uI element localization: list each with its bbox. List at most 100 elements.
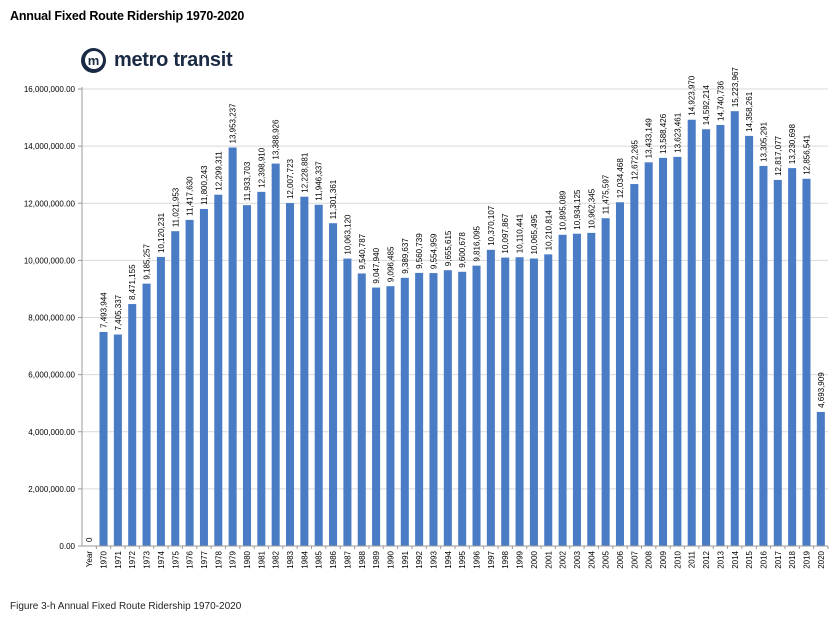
y-tick-label: 0.00 — [59, 542, 75, 551]
x-tick-label: 1974 — [157, 550, 166, 568]
x-tick-label: 1996 — [473, 550, 482, 568]
bar — [615, 202, 624, 546]
data-label: 11,021,953 — [171, 187, 180, 227]
x-tick-label: 1978 — [214, 550, 223, 568]
y-tick-label: 10,000,000.00 — [24, 256, 76, 265]
bar — [214, 194, 223, 546]
data-label: 13,305,291 — [759, 121, 768, 162]
y-tick-labels: 0.00 2,000,000.00 4,000,000.00 6,000,000.00… — [24, 85, 76, 551]
x-tick-label: 2015 — [745, 550, 754, 568]
x-tick-label: 2004 — [587, 550, 596, 568]
axes — [78, 87, 829, 549]
bar — [659, 157, 668, 546]
x-tick-label: 1981 — [257, 550, 266, 568]
data-label: 12,856,541 — [802, 134, 811, 175]
bar — [271, 163, 280, 546]
data-label: 11,475,597 — [602, 174, 611, 214]
y-tick-label: 14,000,000.00 — [24, 142, 76, 151]
data-label: 12,007,723 — [286, 158, 295, 199]
x-tick-label: 1998 — [501, 550, 510, 568]
data-label: 11,800,243 — [200, 165, 209, 205]
metro-transit-logo-icon: m — [81, 47, 106, 73]
bar — [400, 277, 409, 546]
data-label: 10,934,125 — [573, 189, 582, 230]
bar — [716, 124, 725, 547]
bar — [472, 265, 481, 546]
bar — [242, 205, 251, 546]
x-tick-label: 2007 — [630, 550, 639, 568]
data-label: 10,370,107 — [487, 205, 496, 246]
data-label: 13,623,461 — [673, 112, 682, 153]
bar — [687, 119, 696, 547]
bar — [429, 273, 438, 546]
x-tick-label: Year — [85, 551, 94, 568]
data-label: 14,740,736 — [716, 80, 725, 121]
x-tick-label: 2016 — [759, 550, 768, 568]
data-label: 12,228,881 — [300, 152, 309, 193]
data-label: 15,223,967 — [731, 67, 740, 108]
bar — [300, 196, 309, 546]
x-tick-label: 1999 — [516, 550, 525, 568]
data-label: 12,398,910 — [257, 147, 266, 188]
bar — [113, 334, 122, 546]
bar — [443, 270, 452, 546]
bar — [142, 283, 151, 546]
bar — [185, 219, 194, 546]
data-label: 11,301,361 — [329, 179, 338, 219]
x-tick-label: 1990 — [386, 550, 395, 568]
data-label: 12,817,077 — [774, 135, 783, 176]
x-tick-label: 1993 — [429, 550, 438, 568]
data-label: 0 — [85, 537, 94, 542]
data-label: 12,299,311 — [214, 151, 223, 191]
bar — [730, 111, 739, 547]
data-label: 10,210,814 — [544, 210, 553, 251]
data-label: 10,895,089 — [559, 190, 568, 231]
bar — [415, 272, 424, 546]
bar — [343, 258, 352, 546]
x-tick-label: 1997 — [487, 550, 496, 568]
data-label: 11,946,337 — [315, 161, 324, 201]
x-tick-label: 2012 — [702, 550, 711, 568]
bar — [788, 168, 797, 546]
data-label: 13,588,426 — [659, 113, 668, 154]
data-label: 12,034,468 — [616, 158, 625, 199]
x-tick-label: 1984 — [300, 550, 309, 568]
bar — [386, 286, 395, 546]
x-tick-label: 2005 — [602, 550, 611, 568]
bar — [544, 254, 553, 546]
logo-text: metro transit — [114, 48, 233, 71]
x-tick-label: 1973 — [143, 550, 152, 568]
x-tick-label: 1970 — [100, 550, 109, 568]
y-tick-label: 16,000,000.00 — [24, 85, 76, 94]
bar — [644, 162, 653, 547]
x-tick-label: 2017 — [774, 550, 783, 568]
data-label: 11,933,703 — [243, 161, 252, 201]
x-tick-label: 2010 — [673, 550, 682, 568]
bar — [529, 258, 538, 546]
x-tick-label: 1976 — [186, 550, 195, 568]
bar — [99, 331, 108, 546]
data-label: 13,388,926 — [272, 119, 281, 160]
x-tick-label: 2006 — [616, 550, 625, 568]
data-label: 10,065,495 — [530, 214, 539, 255]
data-label: 7,493,944 — [100, 292, 109, 328]
y-tick-label: 2,000,000.00 — [28, 485, 75, 494]
data-label: 7,405,337 — [114, 294, 123, 330]
bar — [773, 179, 782, 546]
grid-lines — [82, 88, 828, 490]
bar — [458, 271, 467, 546]
y-tick-label: 6,000,000.00 — [28, 371, 75, 380]
ridership-bar-chart: 0.00 2,000,000.00 4,000,000.00 6,000,000.00… — [24, 67, 829, 569]
x-tick-label: 1994 — [444, 550, 453, 568]
x-tick-label: 1995 — [458, 550, 467, 568]
data-label: 14,592,214 — [702, 85, 711, 126]
bar — [816, 411, 825, 546]
bar — [257, 191, 266, 546]
data-label: 10,962,345 — [587, 188, 596, 229]
x-tick-label: 2013 — [716, 550, 725, 568]
bar — [587, 232, 596, 547]
data-label: 14,358,261 — [745, 91, 754, 132]
x-tick-label: 2014 — [731, 550, 740, 568]
data-label: 8,471,155 — [128, 264, 137, 300]
data-label: 14,923,970 — [688, 75, 697, 116]
